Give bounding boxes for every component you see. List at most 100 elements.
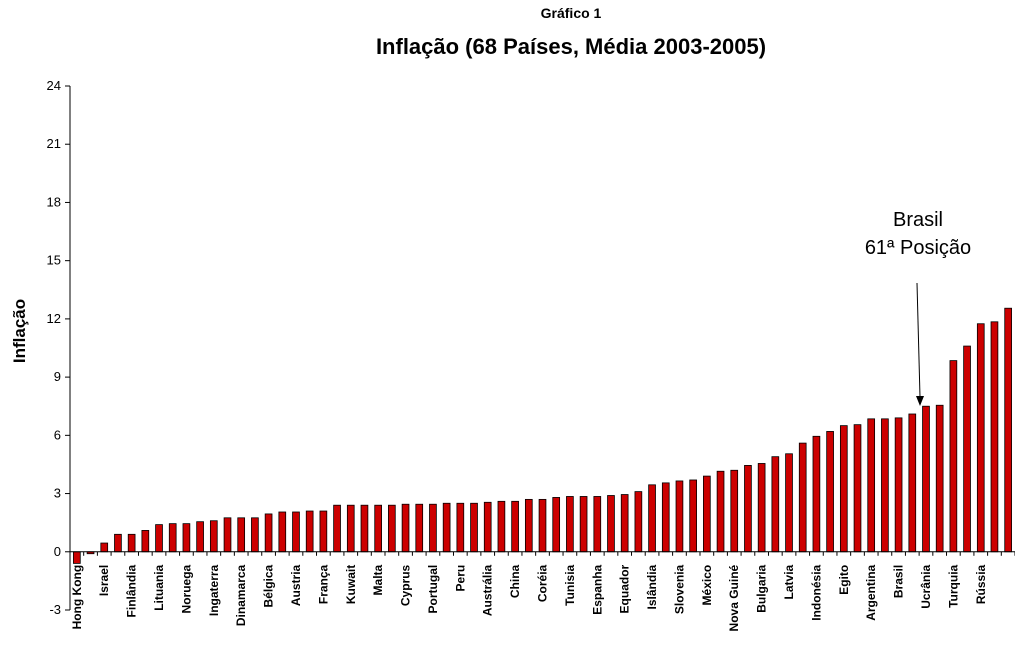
x-tick-label: Israel [97, 565, 111, 596]
x-tick-label: China [508, 564, 522, 598]
bar [374, 504, 382, 553]
bar [305, 510, 314, 553]
bar [511, 500, 519, 553]
bar [73, 551, 81, 564]
bar [757, 463, 766, 553]
y-tick-label: 0 [54, 544, 61, 559]
bar [730, 469, 739, 553]
x-tick-label: Coréia [536, 564, 550, 602]
y-tick-label: 21 [47, 136, 61, 151]
bar [675, 480, 684, 553]
x-tick-label: Kuwait [344, 565, 358, 604]
annotation-line-2: 61ª Posição [865, 237, 971, 259]
bar [689, 479, 697, 553]
bar [388, 504, 396, 553]
bar [593, 496, 602, 553]
x-tick-label: Bulgaria [755, 564, 769, 612]
x-tick-label: Portugal [426, 565, 440, 614]
bar [812, 435, 821, 553]
bar [839, 425, 848, 553]
bar [648, 484, 656, 553]
bar [237, 517, 246, 553]
x-tick-label: Austria [289, 564, 303, 606]
y-tick-label: 24 [47, 78, 61, 93]
bar [716, 470, 725, 553]
bar [168, 523, 177, 553]
x-tick-label: Austrália [481, 564, 495, 616]
axes-layer [65, 85, 1015, 611]
bar [922, 405, 930, 553]
y-tick-label: -3 [49, 602, 61, 617]
bar [209, 520, 218, 553]
x-tick-label: Tunisia [563, 564, 577, 605]
brasil-annotation: Brasil 61ª Posição [865, 209, 971, 406]
x-tick-label: Latvia [782, 564, 796, 599]
bar [744, 465, 752, 553]
bar [333, 504, 341, 553]
bar [415, 503, 424, 553]
x-tick-label: França [316, 564, 330, 604]
x-tick-label: Nova Guiné [727, 564, 741, 631]
bar [470, 502, 478, 553]
y-tick-label: 12 [47, 311, 61, 326]
bar [223, 517, 232, 553]
bar [798, 442, 807, 553]
bar [483, 501, 492, 553]
bar [579, 496, 588, 553]
bar [881, 418, 889, 553]
bar [346, 504, 355, 553]
bar [703, 475, 711, 553]
x-tick-label: Peru [453, 565, 467, 592]
x-tick-label: Ucrânia [919, 564, 933, 608]
y-tick-labels: -3 0 3 6 9 12 15 18 21 24 [47, 78, 61, 617]
x-tick-label: Lituania [152, 564, 166, 610]
chart-supertitle: Gráfico 1 [541, 5, 602, 21]
y-tick-label: 9 [54, 369, 61, 384]
bar [141, 530, 150, 553]
bar [990, 321, 999, 553]
chart-title: Inflação (68 Países, Média 2003-2005) [376, 34, 766, 59]
bar [566, 496, 574, 553]
bar [976, 323, 985, 553]
bar [127, 533, 136, 553]
x-tick-labels: Hong Kong Israel Finlândia Lituania Noruega I… [70, 564, 988, 631]
annotation-arrow-line [916, 282, 921, 398]
bar [949, 360, 958, 553]
y-tick-label: 15 [47, 253, 61, 268]
y-tick-label: 18 [47, 194, 61, 209]
bar [661, 482, 670, 553]
bar [292, 511, 300, 553]
bar [100, 542, 109, 553]
bar [456, 502, 465, 553]
bar [524, 498, 533, 553]
x-tick-label: Cyprus [399, 564, 413, 606]
bar [264, 513, 273, 553]
bar [251, 517, 259, 553]
x-tick-label: Finlândia [125, 564, 139, 617]
x-tick-label: Argentina [864, 564, 878, 620]
bar [935, 404, 944, 553]
x-tick-label: México [700, 565, 714, 606]
bar [442, 502, 451, 553]
bar [538, 498, 547, 553]
bar [401, 503, 410, 553]
bar [1004, 307, 1012, 553]
x-tick-label: Espanha [590, 564, 604, 614]
bar [114, 533, 122, 553]
y-tick-label: 3 [54, 486, 61, 501]
bar [908, 413, 917, 553]
bar [278, 511, 287, 553]
bar [894, 417, 903, 553]
x-tick-label: Dinamarca [234, 564, 248, 626]
bar [963, 345, 971, 553]
y-axis-label: Inflação [10, 299, 29, 363]
x-tick-label: Ingaterra [207, 564, 221, 616]
bars-layer [73, 307, 1012, 564]
bar [196, 521, 204, 553]
x-tick-label: Turquia [946, 564, 960, 607]
bar [552, 497, 561, 553]
bar [497, 500, 506, 553]
x-tick-label: Islândia [645, 564, 659, 609]
bar [360, 504, 369, 553]
